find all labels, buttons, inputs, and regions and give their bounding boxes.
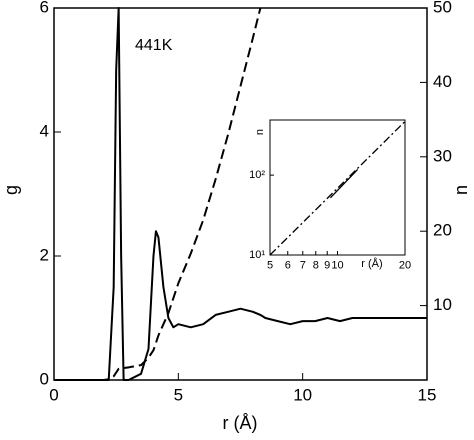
x-axis-label: r (Å) — [223, 413, 258, 433]
data-line — [54, 7, 262, 381]
y2-tick-label: 10 — [433, 295, 452, 314]
y-tick-label: 6 — [40, 0, 49, 16]
inset-y-label: n — [254, 129, 266, 135]
x-tick-label: 9 — [324, 259, 330, 271]
y2-tick-label: 50 — [433, 0, 452, 16]
y2-tick-label: 30 — [433, 146, 452, 165]
y-axis-label: g — [1, 185, 21, 195]
x-tick-label: 15 — [418, 386, 437, 405]
y2-axis-label: n — [451, 185, 471, 195]
y2-tick-label: 40 — [433, 72, 452, 91]
y-tick-label: 10² — [249, 169, 265, 181]
y-tick-label: 10¹ — [249, 249, 265, 261]
x-tick-label: 5 — [267, 259, 273, 271]
x-tick-label: 6 — [285, 259, 291, 271]
data-line — [329, 168, 359, 199]
x-tick-label: 8 — [313, 259, 319, 271]
data-line — [54, 7, 427, 381]
x-tick-label: 5 — [174, 386, 183, 405]
x-tick-label: 10 — [331, 259, 343, 271]
annotation: 441K — [135, 37, 173, 54]
x-tick-label: 10 — [293, 386, 312, 405]
y-tick-label: 4 — [40, 121, 49, 140]
x-tick-label: 7 — [300, 259, 306, 271]
inset-x-label: r (Å) — [361, 257, 382, 270]
y-tick-label: 0 — [40, 369, 49, 388]
y2-tick-label: 20 — [433, 221, 452, 240]
inset-frame — [269, 119, 406, 256]
y-tick-label: 2 — [40, 245, 49, 264]
x-tick-label: 0 — [49, 386, 58, 405]
x-tick-label: 20 — [399, 259, 411, 271]
plot-frame — [53, 7, 428, 381]
